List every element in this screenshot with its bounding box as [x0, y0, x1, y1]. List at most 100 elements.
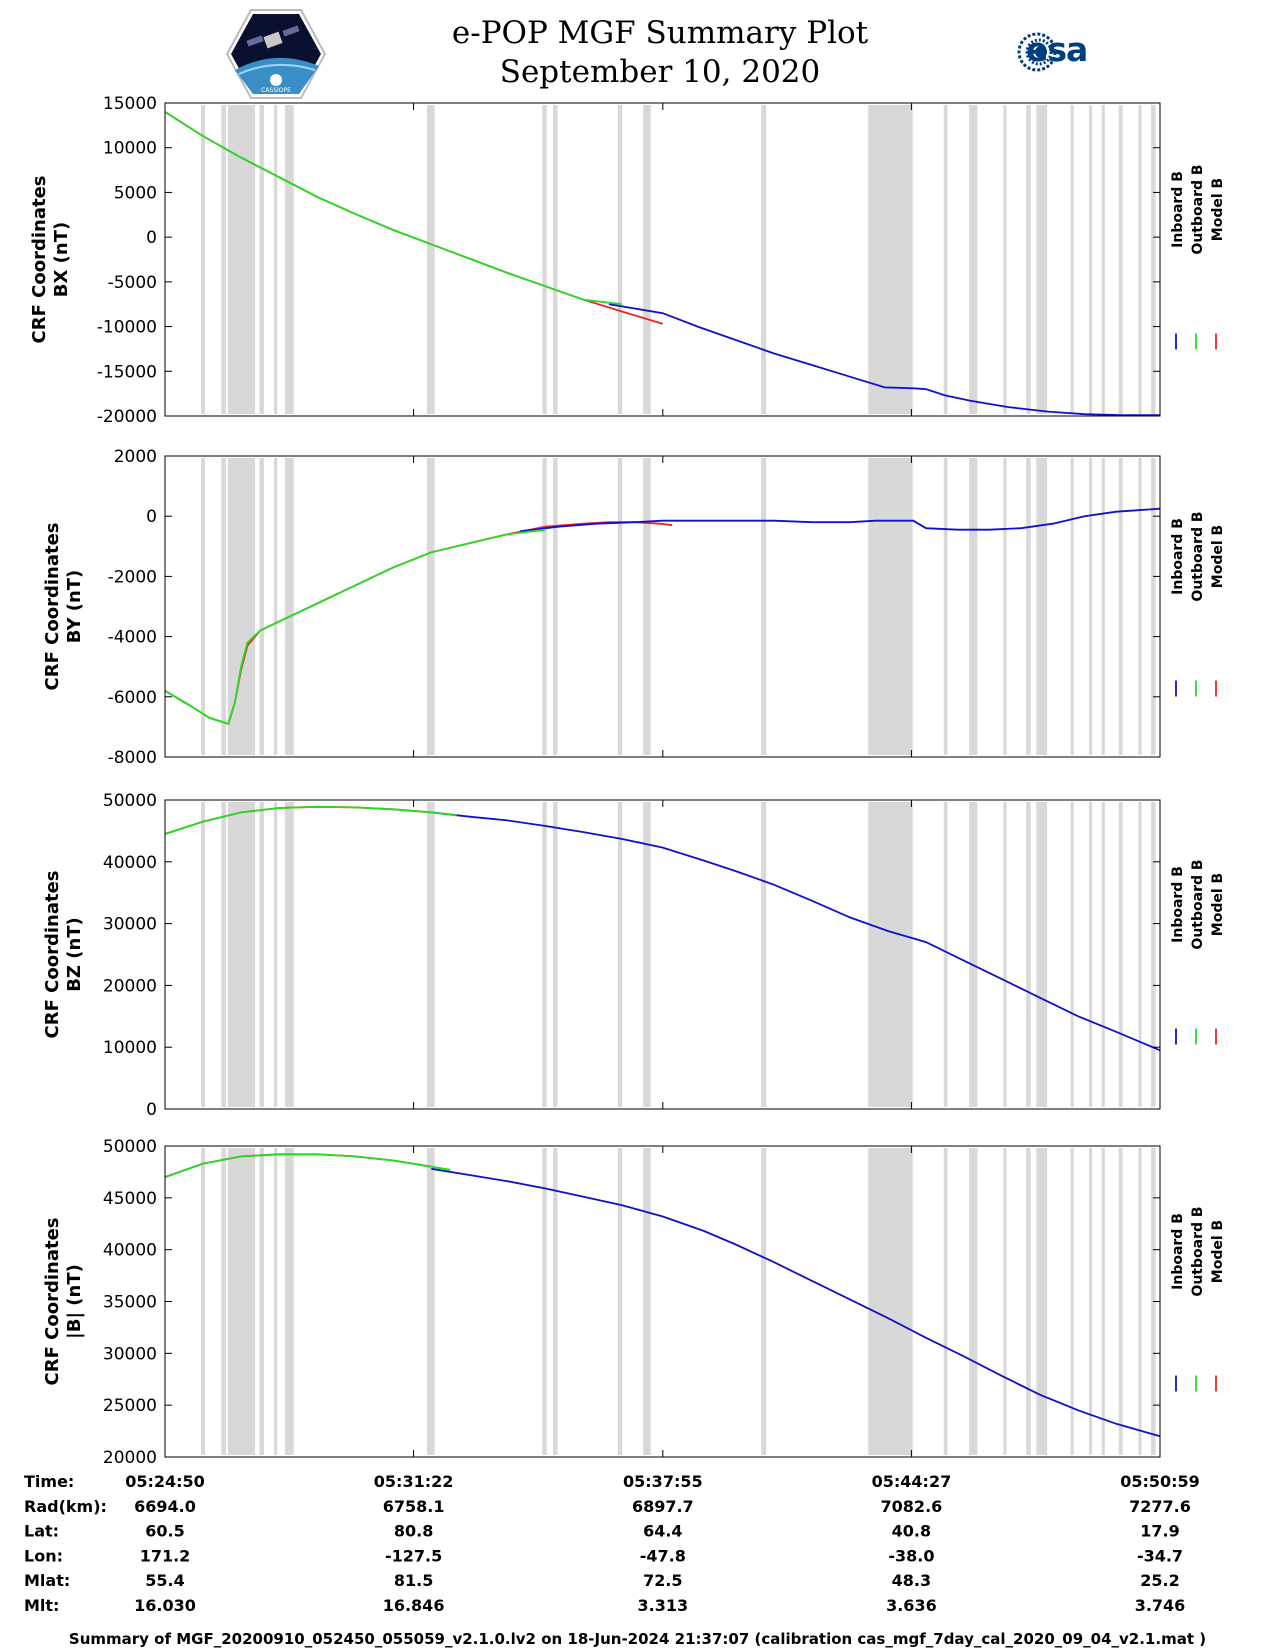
shaded-interval [761, 105, 767, 414]
y-tick-label: 0 [146, 507, 157, 527]
shaded-interval [274, 458, 278, 755]
ephemeris-value: 05:31:22 [374, 1472, 454, 1491]
y-axis-label: CRF CoordinatesBZ (nT) [42, 871, 85, 1039]
shaded-interval [969, 105, 978, 414]
page-header: CASSIOPE e-POP MGF Summary Plot Septembe… [0, 0, 1275, 100]
shaded-interval [868, 802, 913, 1107]
ephemeris-value: 05:44:27 [872, 1472, 952, 1491]
series-line-inboard-b [519, 507, 1161, 533]
y-tick-label: 50000 [103, 791, 157, 811]
shaded-interval [969, 802, 978, 1107]
shaded-interval [1070, 458, 1074, 755]
y-tick-label: 2000 [114, 447, 157, 467]
shaded-interval [426, 1148, 435, 1455]
ephemeris-value: 05:50:59 [1120, 1472, 1200, 1491]
shaded-interval [221, 105, 226, 414]
y-tick-label: -2000 [108, 567, 157, 587]
plot-frame [164, 102, 1161, 417]
y-tick-label: 35000 [103, 1293, 157, 1313]
shaded-interval [227, 105, 256, 414]
shaded-interval [1088, 802, 1093, 1107]
panel-bmag: 50000 45000 40000 35000 30000 25000 20000 CRF C… [42, 1137, 1226, 1468]
y-axis-label: CRF Coordinates|B| (nT) [42, 1218, 85, 1386]
shaded-interval [868, 458, 913, 755]
series-line-outboard-b [164, 1153, 451, 1178]
shaded-interval [542, 105, 547, 414]
shaded-interval [1151, 458, 1156, 755]
shaded-interval [201, 802, 205, 1107]
ephemeris-value: 7082.6 [881, 1497, 943, 1516]
ephemeris-value: 6694.0 [134, 1497, 196, 1516]
shaded-interval [868, 105, 913, 414]
legend-label-inboard: Inboard B [1170, 1213, 1186, 1290]
panel-bx: 15000 10000 5000 0 -5000 -10000 -15000 -20000 CR… [29, 94, 1226, 427]
shaded-interval [259, 105, 264, 414]
shaded-interval [1003, 1148, 1007, 1455]
shaded-interval [1138, 458, 1142, 755]
shaded-interval [1088, 1148, 1093, 1455]
legend-label-outboard: Outboard B [1190, 1206, 1206, 1296]
plot-frame [164, 1145, 1161, 1458]
y-axis-label-line1: CRF Coordinates [29, 176, 50, 344]
shaded-interval [761, 802, 767, 1107]
shaded-interval [542, 802, 547, 1107]
shaded-interval [284, 1148, 294, 1455]
shaded-interval [1036, 802, 1048, 1107]
shaded-interval [943, 1148, 948, 1455]
y-tick-label: 50000 [103, 1137, 157, 1157]
shaded-interval [284, 105, 294, 414]
ephemeris-value: 25.2 [1140, 1571, 1179, 1590]
shaded-interval [1036, 1148, 1048, 1455]
ephemeris-value: 171.2 [140, 1546, 191, 1565]
page-date: September 10, 2020 [499, 54, 821, 90]
ephemeris-value: -47.8 [640, 1546, 686, 1565]
ephemeris-value: 40.8 [892, 1522, 931, 1541]
shaded-interval [274, 105, 278, 414]
y-tick-label: 0 [146, 1100, 157, 1120]
y-axis-label-line2: BX (nT) [51, 222, 72, 297]
y-axis-label-line2: BY (nT) [64, 570, 85, 644]
ephemeris-value: 60.5 [145, 1522, 184, 1541]
shaded-interval [969, 458, 978, 755]
ephemeris-value: 7277.6 [1129, 1497, 1191, 1516]
shaded-interval [259, 1148, 264, 1455]
series-line-inboard-b [431, 1167, 1161, 1438]
shaded-interval [617, 458, 623, 755]
y-tick-label: 0 [146, 228, 157, 248]
shaded-interval [1151, 802, 1156, 1107]
shaded-interval [1026, 802, 1031, 1107]
ephemeris-value: 3.636 [886, 1596, 937, 1615]
shaded-interval [274, 1148, 278, 1455]
shaded-interval [943, 458, 948, 755]
shaded-interval [426, 802, 435, 1107]
panel-bz: 50000 40000 30000 20000 10000 0 CRF Coordinate… [42, 791, 1226, 1120]
shaded-interval [617, 802, 623, 1107]
shaded-interval [221, 458, 226, 755]
shaded-interval [284, 802, 294, 1107]
shaded-interval [542, 1148, 547, 1455]
shaded-interval [553, 105, 558, 414]
shaded-interval [221, 802, 226, 1107]
legend-label-inboard: Inboard B [1170, 518, 1186, 595]
shaded-interval [761, 458, 767, 755]
y-tick-label: 40000 [103, 853, 157, 873]
legend-label-inboard: Inboard B [1170, 171, 1186, 248]
shaded-interval [426, 105, 435, 414]
series-line-outboard-b [164, 805, 457, 835]
ephemeris-value: -38.0 [888, 1546, 934, 1565]
ephemeris-value: 3.746 [1135, 1596, 1186, 1615]
shaded-interval [259, 802, 264, 1107]
legend-label-model: Model B [1210, 873, 1226, 936]
logo-left-text: CASSIOPE [261, 87, 291, 94]
ephemeris-value: 64.4 [643, 1522, 682, 1541]
y-axis-label-line1: CRF Coordinates [42, 523, 63, 691]
y-tick-label: 5000 [114, 183, 157, 203]
ephemeris-value: 81.5 [394, 1571, 433, 1590]
y-tick-label: -5000 [108, 273, 157, 293]
series-line-inboard-b [431, 811, 1161, 1052]
ephemeris-row-label: Mlat: [24, 1571, 70, 1590]
ephemeris-value: 16.846 [383, 1596, 445, 1615]
shaded-interval [761, 1148, 767, 1455]
legend-label-model: Model B [1210, 1220, 1226, 1283]
ephemeris-row-label: Lon: [24, 1546, 63, 1565]
